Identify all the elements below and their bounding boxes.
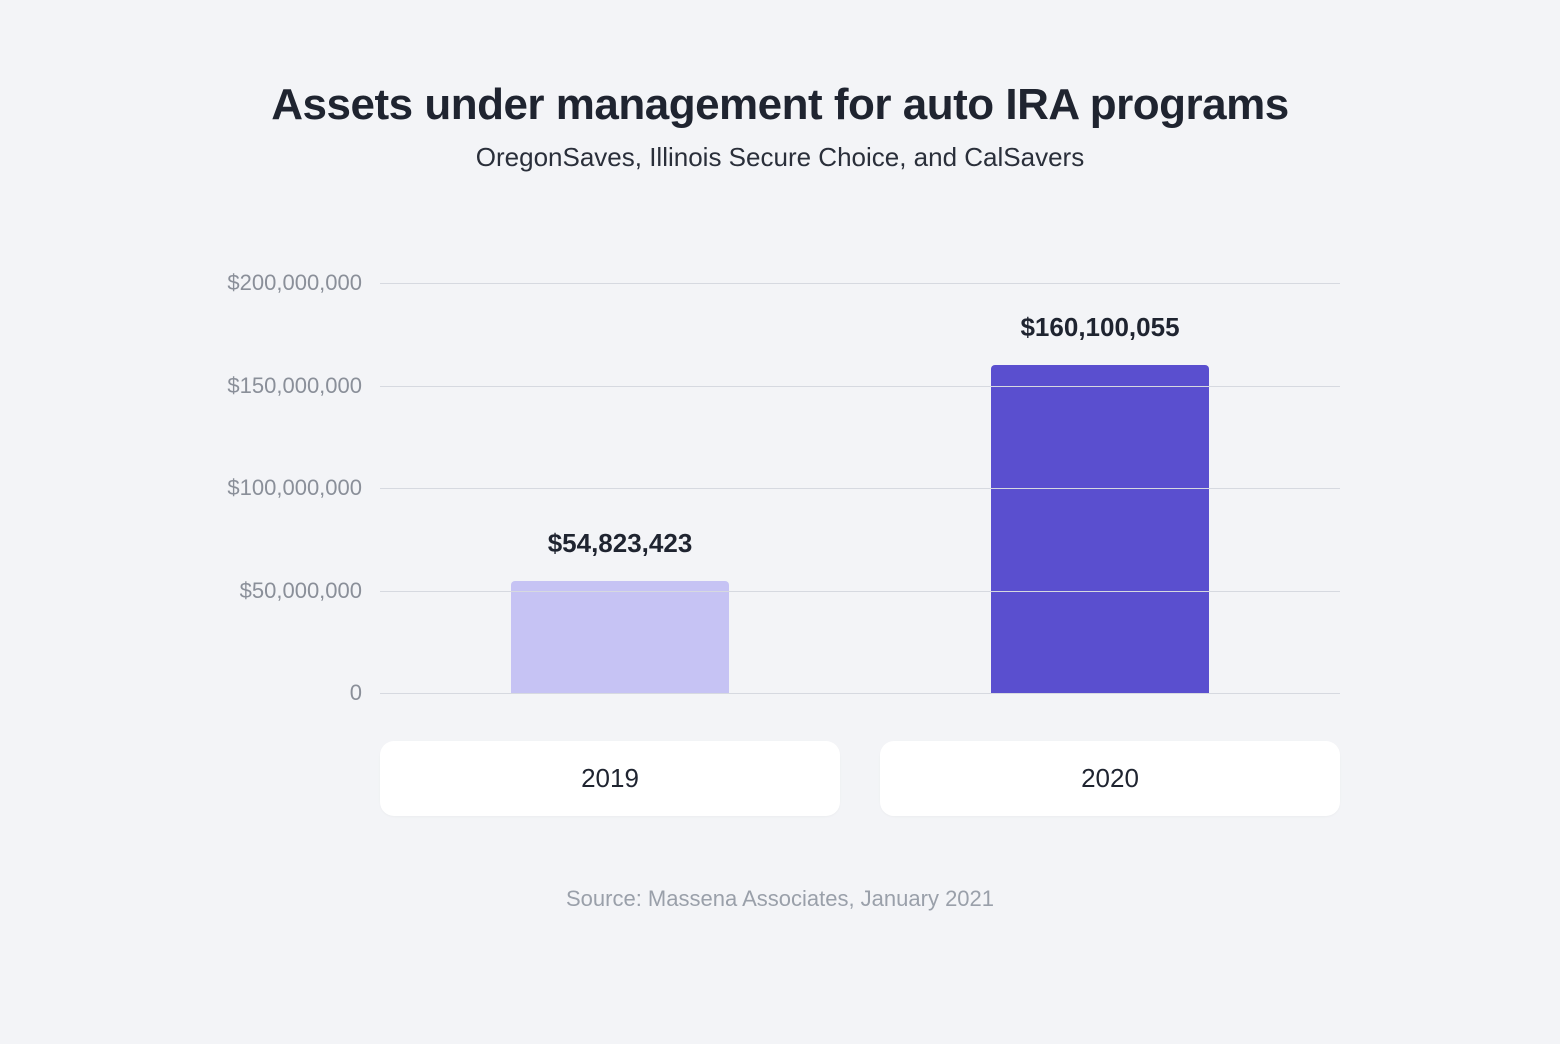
y-axis-label: $50,000,000	[240, 578, 362, 604]
chart-subtitle: OregonSaves, Illinois Secure Choice, and…	[100, 142, 1460, 173]
plot-area: $54,823,423$160,100,055 0$50,000,000$100…	[380, 283, 1340, 693]
gridline	[380, 386, 1340, 387]
chart: $54,823,423 $160,100,055 0 $50,000,000 $100…	[220, 283, 1340, 816]
y-axis-label: $150,000,000	[227, 373, 362, 399]
y-axis-label: $200,000,000	[227, 270, 362, 296]
bar-value-label: $160,100,055	[1020, 312, 1179, 343]
gridline	[380, 591, 1340, 592]
x-axis-labels: 2019 2020	[380, 741, 1340, 816]
gridline	[380, 283, 1340, 284]
bar	[991, 365, 1209, 693]
bar-value-label: $54,823,423	[548, 528, 693, 559]
x-axis-category: 2019	[380, 741, 840, 816]
y-axis-label: 0	[350, 680, 362, 706]
chart-card: Assets under management for auto IRA pro…	[0, 0, 1560, 1044]
source-line: Source: Massena Associates, January 2021	[100, 886, 1460, 912]
gridline	[380, 488, 1340, 489]
x-axis-category: 2020	[880, 741, 1340, 816]
bar	[511, 581, 729, 693]
chart-title: Assets under management for auto IRA pro…	[100, 80, 1460, 130]
gridline	[380, 693, 1340, 694]
y-axis-label: $100,000,000	[227, 475, 362, 501]
